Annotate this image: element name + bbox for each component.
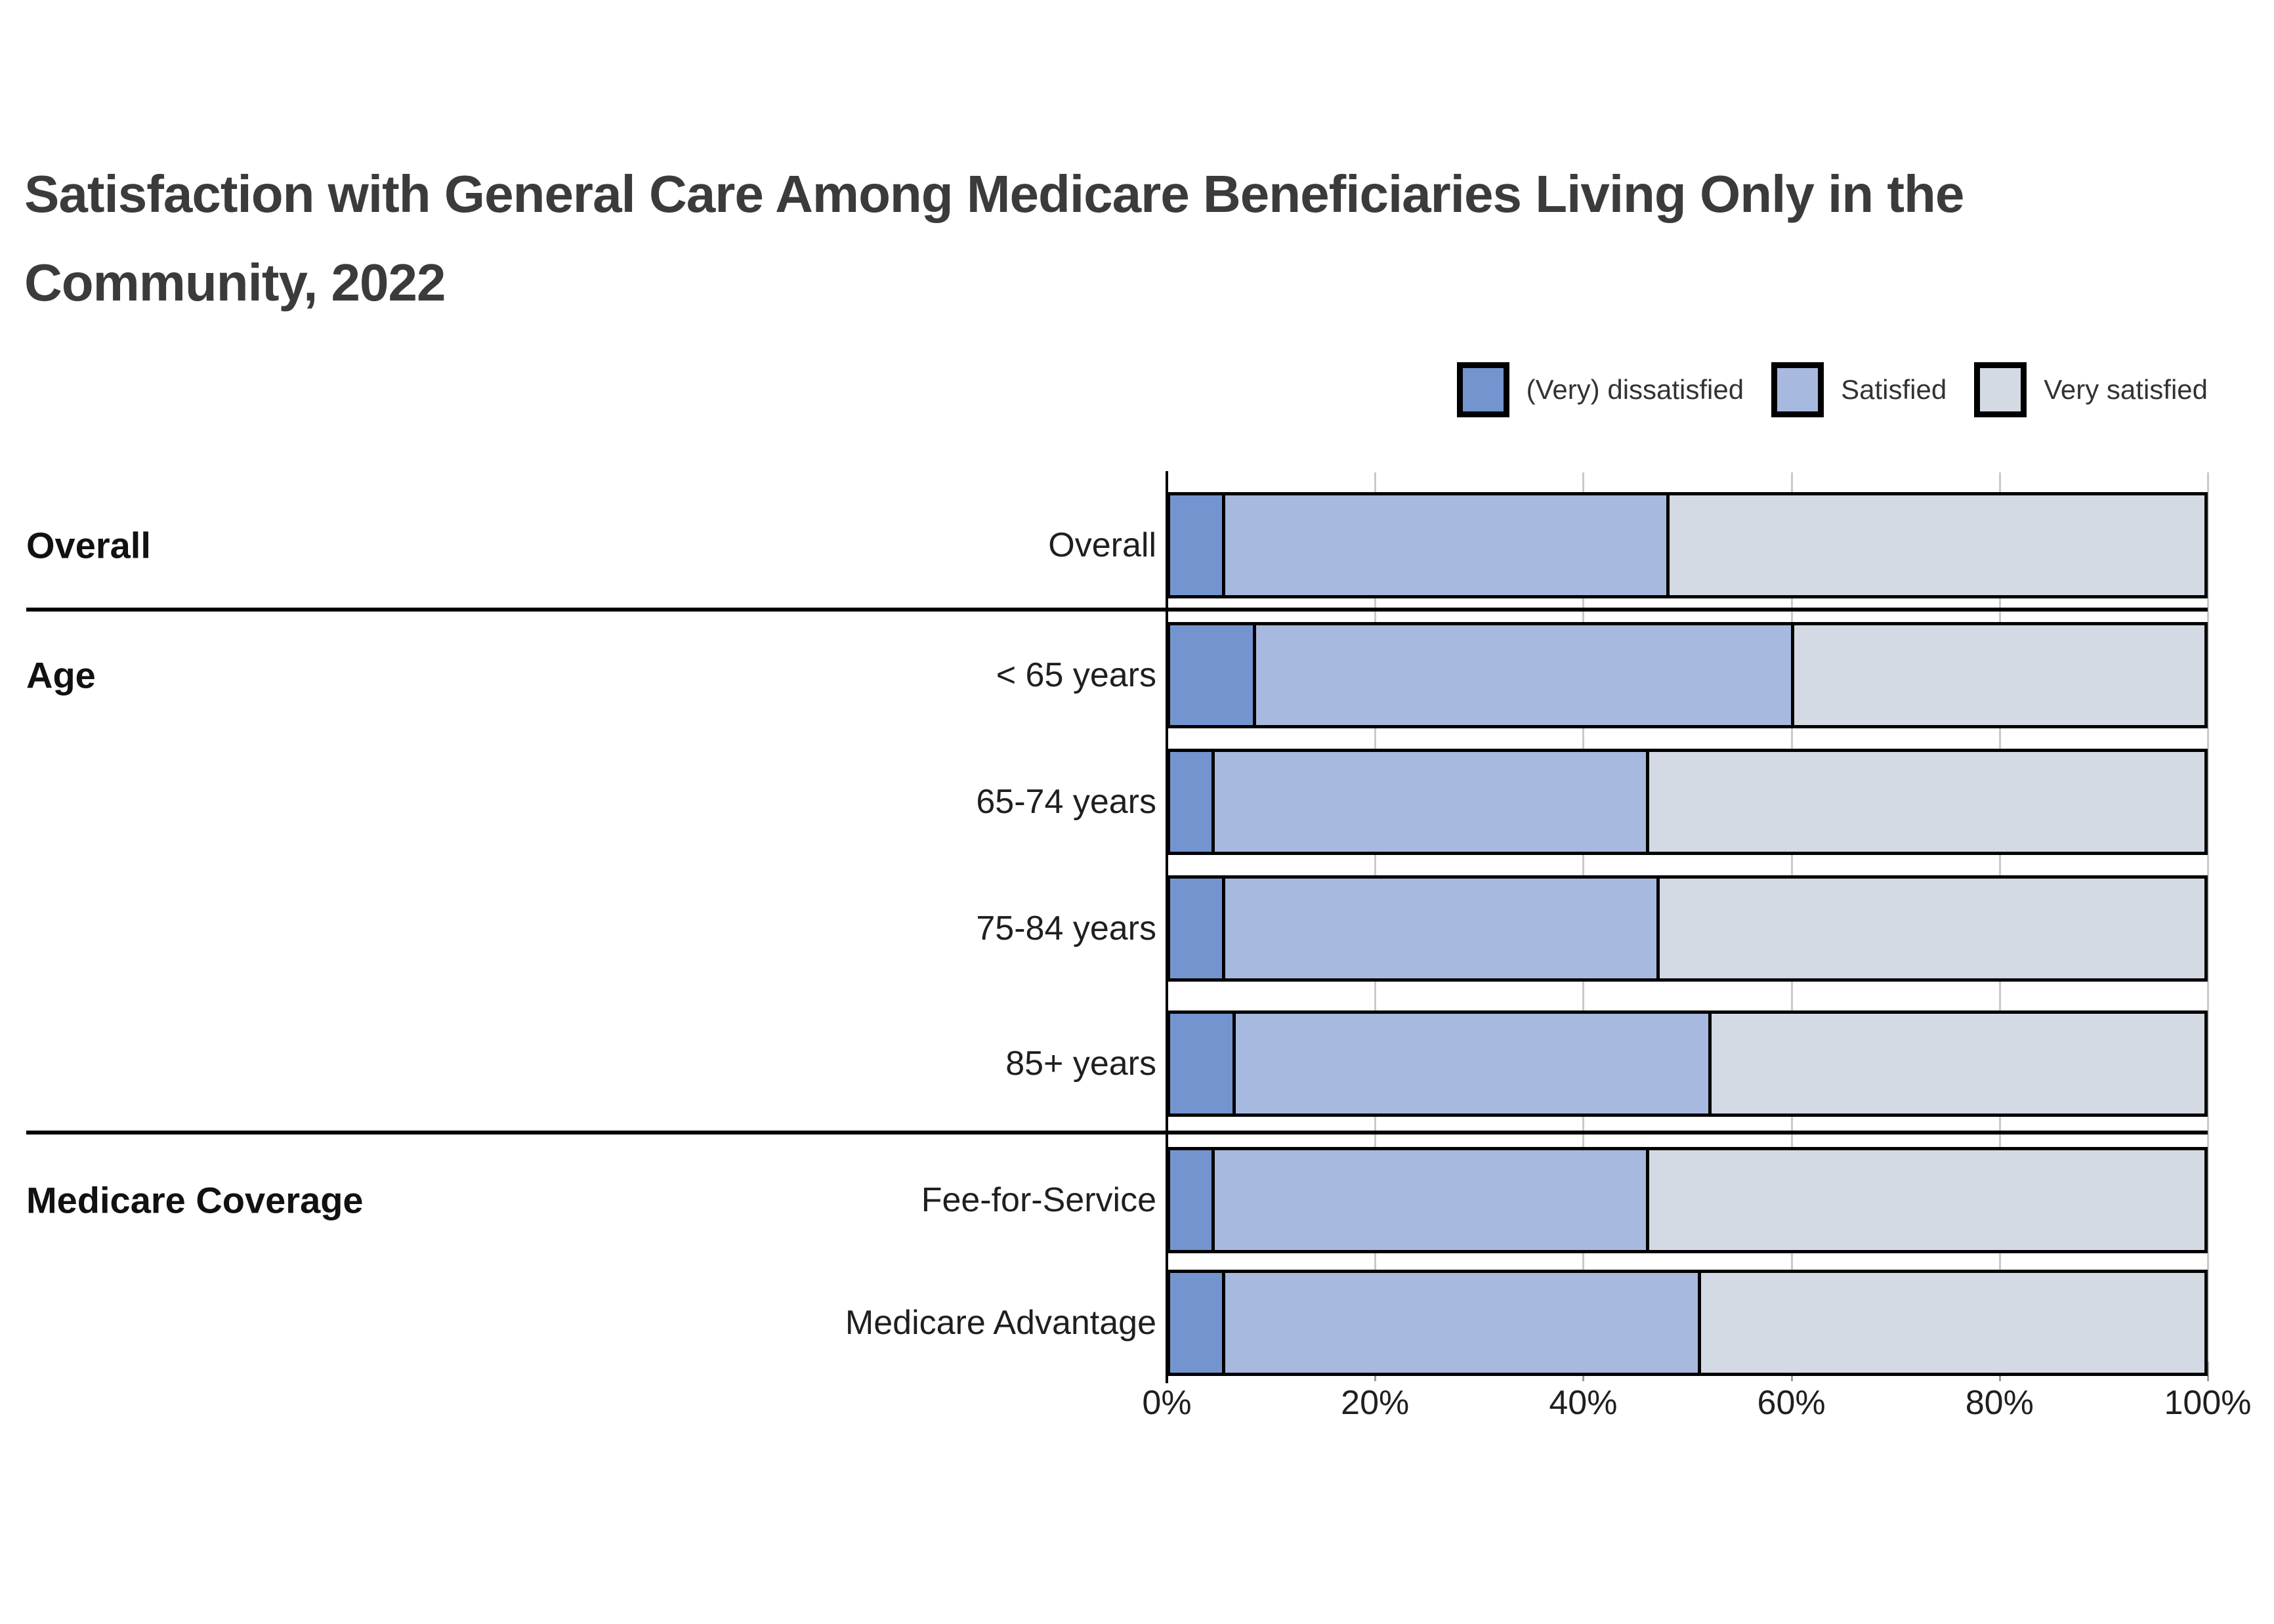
row-label: Overall: [1048, 526, 1156, 564]
bar-segment-very-satisfied: [1656, 879, 2204, 978]
legend-swatch-very-satisfied: [1974, 362, 2027, 417]
bar-segment-satisfied: [1211, 1150, 1646, 1250]
legend-swatch-satisfied: [1771, 362, 1824, 417]
bar-segment-very-satisfied: [1697, 1273, 2204, 1373]
row-label: 75-84 years: [976, 909, 1156, 947]
axis-tick-label: 0%: [1142, 1384, 1192, 1422]
axis-tick-label: 80%: [1965, 1384, 2034, 1422]
stacked-bar: [1167, 875, 2208, 982]
axis-tick-label: 60%: [1757, 1384, 1826, 1422]
bar-segment-dissatisfied: [1170, 495, 1222, 595]
stacked-bar: [1167, 622, 2208, 728]
group-label: Age: [26, 654, 96, 696]
axis-tick-label: 100%: [2164, 1384, 2252, 1422]
axis-tick-label: 40%: [1549, 1384, 1618, 1422]
row-label: 65-74 years: [976, 783, 1156, 821]
bar-segment-satisfied: [1253, 625, 1791, 725]
bar-segment-satisfied: [1221, 879, 1656, 978]
legend-label: (Very) dissatisfied: [1526, 374, 1744, 405]
row-label: Medicare Advantage: [845, 1304, 1156, 1342]
bar-segment-satisfied: [1221, 1273, 1698, 1373]
title-line-2: Community, 2022: [24, 253, 446, 312]
bar-segment-very-satisfied: [1645, 1150, 2204, 1250]
legend-item-satisfied: Satisfied: [1771, 362, 1947, 417]
legend-item-dissatisfied: (Very) dissatisfied: [1456, 362, 1744, 417]
page-title: Satisfaction with General Care Among Med…: [24, 150, 1964, 327]
chart-legend: (Very) dissatisfied Satisfied Very satisfi…: [1456, 362, 2208, 417]
stacked-bar: [1167, 1147, 2208, 1253]
bar-segment-dissatisfied: [1170, 1014, 1232, 1114]
stacked-bar: [1167, 492, 2208, 598]
bar-segment-very-satisfied: [1708, 1014, 2204, 1114]
bar-segment-very-satisfied: [1666, 495, 2204, 595]
group-separator-line: [26, 1131, 2208, 1135]
stacked-bar: [1167, 1010, 2208, 1117]
bar-segment-dissatisfied: [1170, 625, 1253, 725]
stacked-bar: [1167, 749, 2208, 855]
bar-segment-dissatisfied: [1170, 879, 1222, 978]
bar-segment-dissatisfied: [1170, 752, 1212, 852]
axis-tick-label: 20%: [1341, 1384, 1410, 1422]
bar-segment-dissatisfied: [1170, 1150, 1212, 1250]
legend-swatch-dissatisfied: [1456, 362, 1509, 417]
title-line-1: Satisfaction with General Care Among Med…: [24, 165, 1964, 223]
bar-segment-satisfied: [1232, 1014, 1708, 1114]
stacked-bar: [1167, 1270, 2208, 1376]
bar-segment-very-satisfied: [1790, 625, 2204, 725]
legend-label: Satisfied: [1841, 374, 1947, 405]
bar-segment-dissatisfied: [1170, 1273, 1222, 1373]
axis-tick: [2207, 1362, 2209, 1381]
row-label: 85+ years: [1005, 1045, 1156, 1083]
bar-segment-very-satisfied: [1645, 752, 2204, 852]
bar-segment-satisfied: [1211, 752, 1646, 852]
bar-segment-satisfied: [1221, 495, 1667, 595]
row-label: Fee-for-Service: [921, 1181, 1156, 1219]
group-separator-line: [26, 608, 2208, 612]
legend-label: Very satisfied: [2044, 374, 2208, 405]
group-label: Overall: [26, 524, 151, 566]
group-label: Medicare Coverage: [26, 1179, 364, 1221]
gridline: [2207, 472, 2209, 1362]
row-label: < 65 years: [996, 656, 1156, 694]
legend-item-very-satisfied: Very satisfied: [1974, 362, 2208, 417]
